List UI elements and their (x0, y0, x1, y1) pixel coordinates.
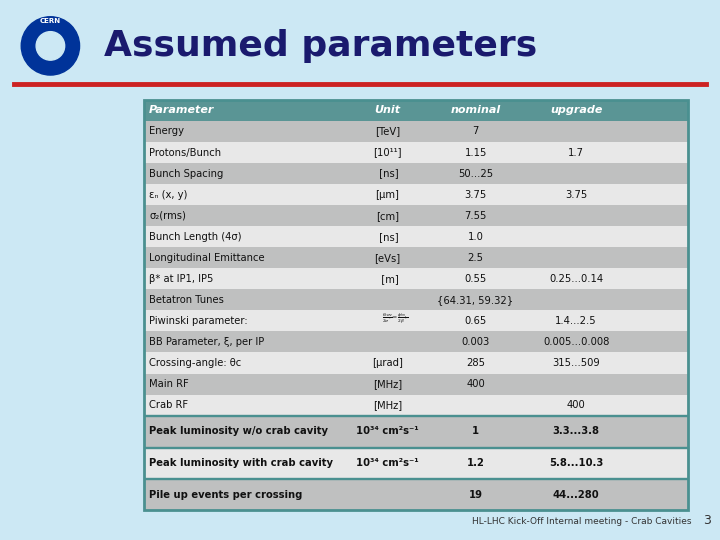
Text: Piwinski parameter:: Piwinski parameter: (149, 316, 248, 326)
Bar (144, 289, 688, 310)
Text: Longitudinal Emittance: Longitudinal Emittance (149, 253, 265, 263)
Text: [cm]: [cm] (376, 211, 399, 221)
Text: 1.0: 1.0 (468, 232, 484, 242)
Text: nominal: nominal (451, 105, 500, 116)
Text: Assumed parameters: Assumed parameters (104, 29, 538, 63)
Text: $\frac{\theta_c \sigma_z}{2\sigma^*}$: $\frac{\theta_c \sigma_z}{2\sigma^*}$ (382, 312, 392, 325)
Bar (144, 205, 688, 226)
Text: [ns]: [ns] (376, 232, 399, 242)
Bar (144, 353, 688, 374)
Text: Peak luminosity w/o crab cavity: Peak luminosity w/o crab cavity (149, 427, 328, 436)
Bar (144, 142, 688, 163)
Text: 7.55: 7.55 (464, 211, 487, 221)
Text: Main RF: Main RF (149, 379, 189, 389)
Text: Pile up events per crossing: Pile up events per crossing (149, 490, 302, 500)
Text: Bunch Spacing: Bunch Spacing (149, 168, 223, 179)
Bar (144, 100, 688, 121)
Text: BB Parameter, ξ, per IP: BB Parameter, ξ, per IP (149, 337, 264, 347)
Bar (144, 416, 688, 447)
Text: 0.003: 0.003 (462, 337, 490, 347)
Text: 19: 19 (469, 490, 482, 500)
Text: Peak luminosity with crab cavity: Peak luminosity with crab cavity (149, 458, 333, 468)
Bar (144, 184, 688, 205)
Text: Crab RF: Crab RF (149, 400, 188, 410)
Bar (144, 268, 688, 289)
Text: 50...25: 50...25 (458, 168, 493, 179)
Text: 1: 1 (472, 427, 479, 436)
Text: [eVs]: [eVs] (374, 253, 400, 263)
Text: 400: 400 (467, 379, 485, 389)
Text: β* at IP1, IP5: β* at IP1, IP5 (149, 274, 213, 284)
Text: [TeV]: [TeV] (374, 126, 400, 137)
Text: 44...280: 44...280 (553, 490, 600, 500)
Text: εₙ (x, y): εₙ (x, y) (149, 190, 187, 200)
Circle shape (36, 32, 65, 60)
Bar (144, 100, 688, 510)
Text: 10³⁴ cm²s⁻¹: 10³⁴ cm²s⁻¹ (356, 427, 418, 436)
Text: Unit: Unit (374, 105, 400, 116)
Text: $= \frac{\phi_{hn_s}}{2\beta^*}$: $= \frac{\phi_{hn_s}}{2\beta^*}$ (390, 310, 408, 326)
Text: 3.3...3.8: 3.3...3.8 (553, 427, 600, 436)
Text: [10¹¹]: [10¹¹] (373, 147, 402, 158)
Text: 1.15: 1.15 (464, 147, 487, 158)
Bar (144, 332, 688, 353)
Text: 0.55: 0.55 (464, 274, 487, 284)
Bar (144, 447, 688, 479)
Text: 10³⁴ cm²s⁻¹: 10³⁴ cm²s⁻¹ (356, 458, 418, 468)
Text: 1.2: 1.2 (467, 458, 485, 468)
Text: σ₂(rms): σ₂(rms) (149, 211, 186, 221)
Bar (144, 121, 688, 142)
Text: Bunch Length (4σ): Bunch Length (4σ) (149, 232, 241, 242)
Text: Parameter: Parameter (149, 105, 215, 116)
Text: Energy: Energy (149, 126, 184, 137)
FancyArrow shape (144, 415, 688, 416)
Text: 3.75: 3.75 (464, 190, 487, 200)
Bar (144, 163, 688, 184)
Text: 285: 285 (466, 358, 485, 368)
Text: 1.4...2.5: 1.4...2.5 (555, 316, 597, 326)
Text: Crossing-angle: θᴄ: Crossing-angle: θᴄ (149, 358, 241, 368)
Text: 5.8...10.3: 5.8...10.3 (549, 458, 603, 468)
Text: {64.31, 59.32}: {64.31, 59.32} (438, 295, 514, 305)
Text: 315...509: 315...509 (552, 358, 600, 368)
Text: HL-LHC Kick-Off Internal meeting - Crab Cavities: HL-LHC Kick-Off Internal meeting - Crab … (472, 517, 691, 526)
Bar (144, 395, 688, 416)
Bar (144, 226, 688, 247)
Bar (144, 310, 688, 332)
Text: 1.7: 1.7 (568, 147, 584, 158)
Bar (144, 479, 688, 510)
Text: [ns]: [ns] (376, 168, 399, 179)
Text: [μm]: [μm] (375, 190, 399, 200)
Text: 0.65: 0.65 (464, 316, 487, 326)
Text: Betatron Tunes: Betatron Tunes (149, 295, 224, 305)
Text: Protons/Bunch: Protons/Bunch (149, 147, 221, 158)
Text: 0.25...0.14: 0.25...0.14 (549, 274, 603, 284)
Circle shape (21, 17, 79, 75)
Bar (144, 374, 688, 395)
Text: 3: 3 (703, 514, 711, 526)
FancyArrow shape (144, 447, 688, 448)
Bar (144, 247, 688, 268)
Text: 0.005...0.008: 0.005...0.008 (543, 337, 609, 347)
Text: [MHz]: [MHz] (373, 379, 402, 389)
Text: upgrade: upgrade (550, 105, 603, 116)
Text: [μrad]: [μrad] (372, 358, 402, 368)
Text: [m]: [m] (375, 274, 399, 284)
Text: 7: 7 (472, 126, 479, 137)
Text: [MHz]: [MHz] (373, 400, 402, 410)
Text: 3.75: 3.75 (565, 190, 588, 200)
FancyArrow shape (144, 478, 688, 479)
Text: CERN: CERN (40, 18, 61, 24)
Text: 2.5: 2.5 (467, 253, 484, 263)
Text: 400: 400 (567, 400, 585, 410)
